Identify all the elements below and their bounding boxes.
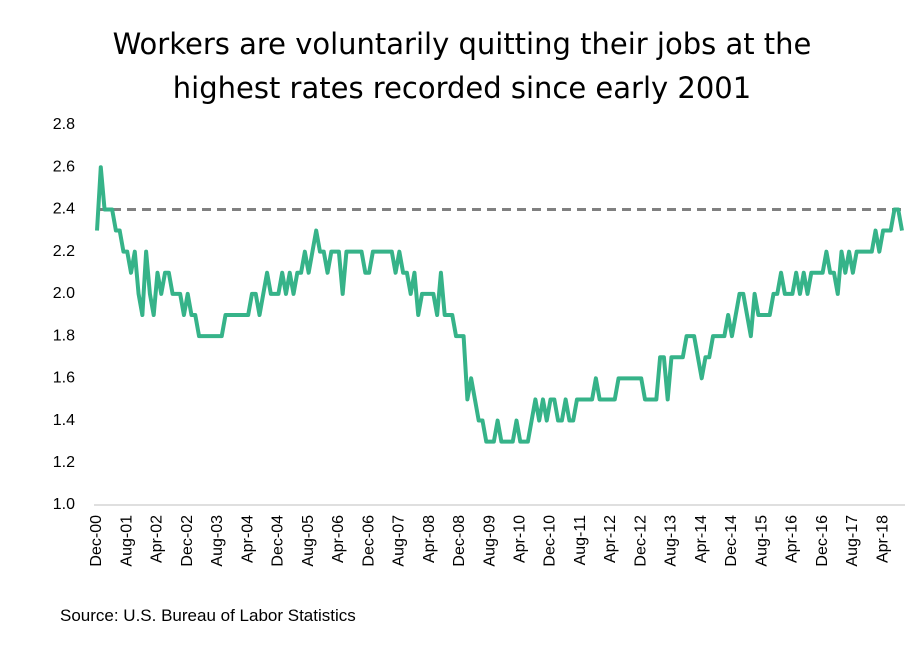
x-tick-label: Apr-14 <box>693 515 710 563</box>
x-tick-label: Dec-08 <box>451 515 468 567</box>
y-tick-label: 1.6 <box>53 370 75 387</box>
x-tick-label: Dec-06 <box>360 515 377 567</box>
x-tick-label: Aug-11 <box>572 515 589 566</box>
x-tick-label: Apr-16 <box>784 515 801 563</box>
source-note: Source: U.S. Bureau of Labor Statistics <box>60 606 356 625</box>
x-tick-label: Dec-02 <box>179 515 196 567</box>
y-tick-label: 1.8 <box>53 327 75 344</box>
y-tick-label: 2.4 <box>53 201 75 218</box>
x-tick-label: Dec-04 <box>270 515 287 567</box>
x-tick-label: Apr-12 <box>602 515 619 563</box>
x-tick-label: Aug-01 <box>118 515 135 567</box>
chart-title: Workers are voluntarily quitting their j… <box>112 27 812 105</box>
x-tick-label: Apr-04 <box>239 515 256 563</box>
x-tick-label: Apr-18 <box>874 515 891 563</box>
x-tick-label: Apr-08 <box>421 515 438 563</box>
x-tick-label: Aug-03 <box>209 515 226 567</box>
x-tick-label: Aug-15 <box>753 515 770 567</box>
y-tick-label: 2.2 <box>53 243 75 260</box>
x-tick-label: Aug-05 <box>300 515 317 567</box>
x-tick-label: Apr-02 <box>149 515 166 563</box>
data-line <box>95 165 904 444</box>
x-tick-label: Apr-06 <box>330 515 347 563</box>
x-tick-label: Dec-14 <box>723 515 740 567</box>
y-tick-label: 2.0 <box>53 285 75 302</box>
y-tick-label: 2.6 <box>53 158 75 175</box>
x-tick-label: Aug-17 <box>844 515 861 567</box>
x-tick-label: Dec-00 <box>88 515 105 567</box>
y-tick-label: 1.4 <box>53 412 75 429</box>
x-tick-label: Dec-12 <box>632 515 649 567</box>
y-tick-label: 1.0 <box>53 496 75 513</box>
x-tick-label: Aug-07 <box>391 515 408 567</box>
x-tick-label: Dec-10 <box>542 515 559 567</box>
x-tick-label: Aug-09 <box>481 515 498 567</box>
x-tick-label: Aug-13 <box>663 515 680 567</box>
y-tick-label: 1.2 <box>53 454 75 471</box>
y-tick-label: 2.8 <box>53 116 75 133</box>
x-tick-label: Dec-16 <box>814 515 831 567</box>
x-tick-label: Apr-10 <box>512 515 529 563</box>
